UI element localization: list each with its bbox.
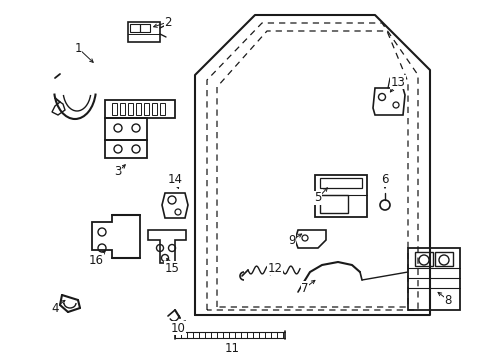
Text: 13: 13 (390, 76, 405, 89)
Bar (120, 103, 125, 115)
Text: 3: 3 (114, 166, 122, 179)
Text: 11: 11 (224, 342, 239, 355)
Text: 7: 7 (301, 282, 308, 294)
Bar (128, 22, 160, 42)
Text: 2: 2 (164, 15, 171, 28)
Bar (130, 24, 140, 32)
Bar (136, 103, 141, 115)
Bar (140, 24, 150, 32)
Bar (160, 103, 164, 115)
Bar (143, 103, 149, 115)
Text: 9: 9 (287, 234, 295, 247)
Text: 4: 4 (51, 301, 59, 315)
Text: 6: 6 (381, 174, 388, 186)
Bar (319, 178, 361, 188)
Bar (407, 248, 459, 310)
Bar (112, 103, 117, 115)
Bar (105, 140, 147, 158)
Text: 12: 12 (267, 261, 282, 274)
Text: 16: 16 (88, 253, 103, 266)
Bar (319, 195, 347, 213)
Text: 14: 14 (167, 174, 182, 186)
Text: 1: 1 (74, 41, 81, 54)
Bar (314, 175, 366, 217)
Text: 15: 15 (164, 261, 179, 274)
Text: 5: 5 (314, 192, 321, 204)
Text: 10: 10 (170, 321, 185, 334)
Bar (105, 118, 147, 140)
Bar (434, 252, 452, 266)
Bar (152, 103, 157, 115)
Text: 8: 8 (444, 293, 451, 306)
Bar (105, 100, 175, 118)
Bar (128, 103, 133, 115)
Bar (414, 252, 432, 266)
